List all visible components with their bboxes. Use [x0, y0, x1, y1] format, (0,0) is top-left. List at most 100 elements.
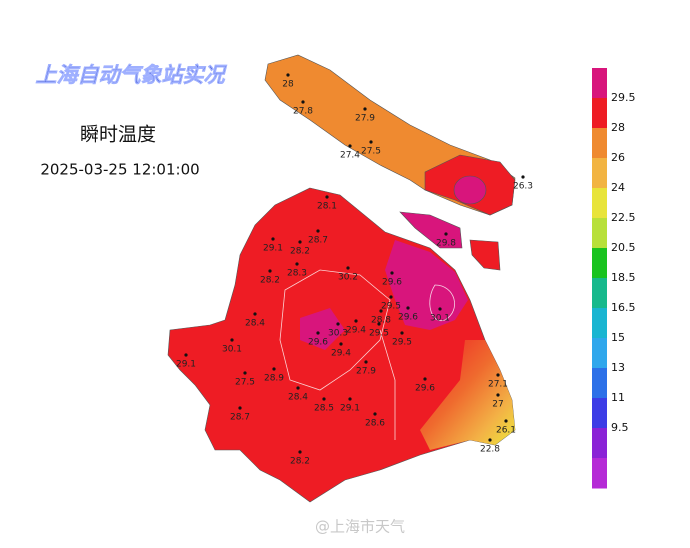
station-dot — [390, 271, 394, 275]
station-value: 28.1 — [317, 202, 337, 212]
station-value: 29.5 — [392, 338, 412, 348]
station-dot — [316, 229, 320, 233]
station-dot — [379, 309, 383, 313]
legend-band — [592, 338, 607, 369]
legend-label: 18.5 — [611, 271, 636, 284]
legend-label: 16.5 — [611, 301, 636, 314]
legend-band — [592, 218, 607, 249]
station-dot — [354, 319, 358, 323]
station-value: 30.1 — [222, 345, 242, 355]
legend-label: 29.5 — [611, 91, 636, 104]
legend: 29.5 28 26 24 22.5 20.5 18.5 16.5 15 13 11 9.5 — [592, 68, 636, 489]
station-dot — [346, 266, 350, 270]
station-value: 29.1 — [263, 244, 283, 254]
station-value: 26.1 — [496, 426, 516, 436]
legend-band — [592, 398, 607, 429]
station-value: 27.9 — [356, 367, 376, 377]
station-value: 28.5 — [314, 404, 334, 414]
station-dot — [243, 371, 247, 375]
datetime: 2025-03-25 12:01:00 — [40, 161, 199, 179]
station-dot — [253, 312, 257, 316]
station-value: 27.5 — [361, 147, 381, 157]
legend-label: 15 — [611, 331, 625, 344]
station-dot — [369, 140, 373, 144]
station-dot — [496, 373, 500, 377]
station-dot — [377, 322, 381, 326]
station-dot — [325, 195, 329, 199]
station-dot — [504, 419, 508, 423]
legend-label: 22.5 — [611, 211, 636, 224]
legend-label: 24 — [611, 181, 625, 194]
station-value: 29.1 — [176, 360, 196, 370]
station-dot — [364, 360, 368, 364]
contours — [279, 269, 455, 440]
station-dot — [298, 450, 302, 454]
station-dot — [271, 237, 275, 241]
station-dot — [230, 338, 234, 342]
watermark: @上海市天气 — [315, 518, 405, 536]
station-dot — [496, 393, 500, 397]
station-dot — [406, 306, 410, 310]
legend-band — [592, 368, 607, 399]
station-value: 28.2 — [290, 247, 310, 257]
station-value: 29.6 — [382, 278, 402, 288]
legend-label: 9.5 — [611, 421, 629, 434]
station-dot — [348, 397, 352, 401]
legend-band — [592, 188, 607, 219]
legend-band — [592, 248, 607, 279]
station-value: 27.1 — [488, 380, 508, 390]
legend-label: 11 — [611, 391, 625, 404]
legend-band — [592, 158, 607, 189]
station-dot — [348, 144, 352, 148]
legend-label: 20.5 — [611, 241, 636, 254]
station-value: 28.4 — [288, 393, 308, 403]
station-value: 29.8 — [436, 239, 456, 249]
station-dot — [423, 377, 427, 381]
legend-band — [592, 98, 607, 129]
station-value: 28.2 — [290, 457, 310, 467]
legend-label: 13 — [611, 361, 625, 374]
station-value: 28.6 — [365, 419, 385, 429]
legend-band — [592, 428, 607, 459]
station-dot — [301, 100, 305, 104]
station-dot — [295, 262, 299, 266]
station-value: 28.8 — [371, 316, 391, 326]
station-dot — [363, 107, 367, 111]
station-value: 28.9 — [264, 374, 284, 384]
legend-band — [592, 128, 607, 159]
station-dot — [373, 412, 377, 416]
station-dot — [238, 406, 242, 410]
station-value: 28.7 — [230, 413, 250, 423]
station-value: 29.5 — [381, 302, 401, 312]
legend-band — [592, 308, 607, 339]
station-value: 29.6 — [308, 338, 328, 348]
station-value: 27.4 — [340, 151, 360, 161]
station-dot — [272, 367, 276, 371]
station-dot — [184, 353, 188, 357]
legend-label: 26 — [611, 151, 625, 164]
station-value: 30.3 — [328, 329, 348, 339]
station-value: 26.3 — [513, 182, 533, 192]
station-value: 22.8 — [480, 445, 500, 455]
station-value: 27 — [492, 400, 503, 410]
station-value: 27.5 — [235, 378, 255, 388]
station-dot — [521, 175, 525, 179]
station-value: 28.4 — [245, 319, 265, 329]
station-value: 28.7 — [308, 236, 328, 246]
station-dot — [322, 397, 326, 401]
station-dot — [488, 438, 492, 442]
map-title: 上海自动气象站实况 — [36, 63, 228, 87]
station-dot — [444, 232, 448, 236]
station-value: 29.1 — [340, 404, 360, 414]
legend-band — [592, 278, 607, 309]
station-dot — [389, 295, 393, 299]
legend-band — [592, 68, 607, 99]
station-value: 29.5 — [369, 329, 389, 339]
station-value: 29.6 — [415, 384, 435, 394]
station-value: 28.3 — [287, 269, 307, 279]
station-value: 28 — [282, 80, 294, 90]
legend-band — [592, 458, 607, 489]
station-dot — [316, 331, 320, 335]
